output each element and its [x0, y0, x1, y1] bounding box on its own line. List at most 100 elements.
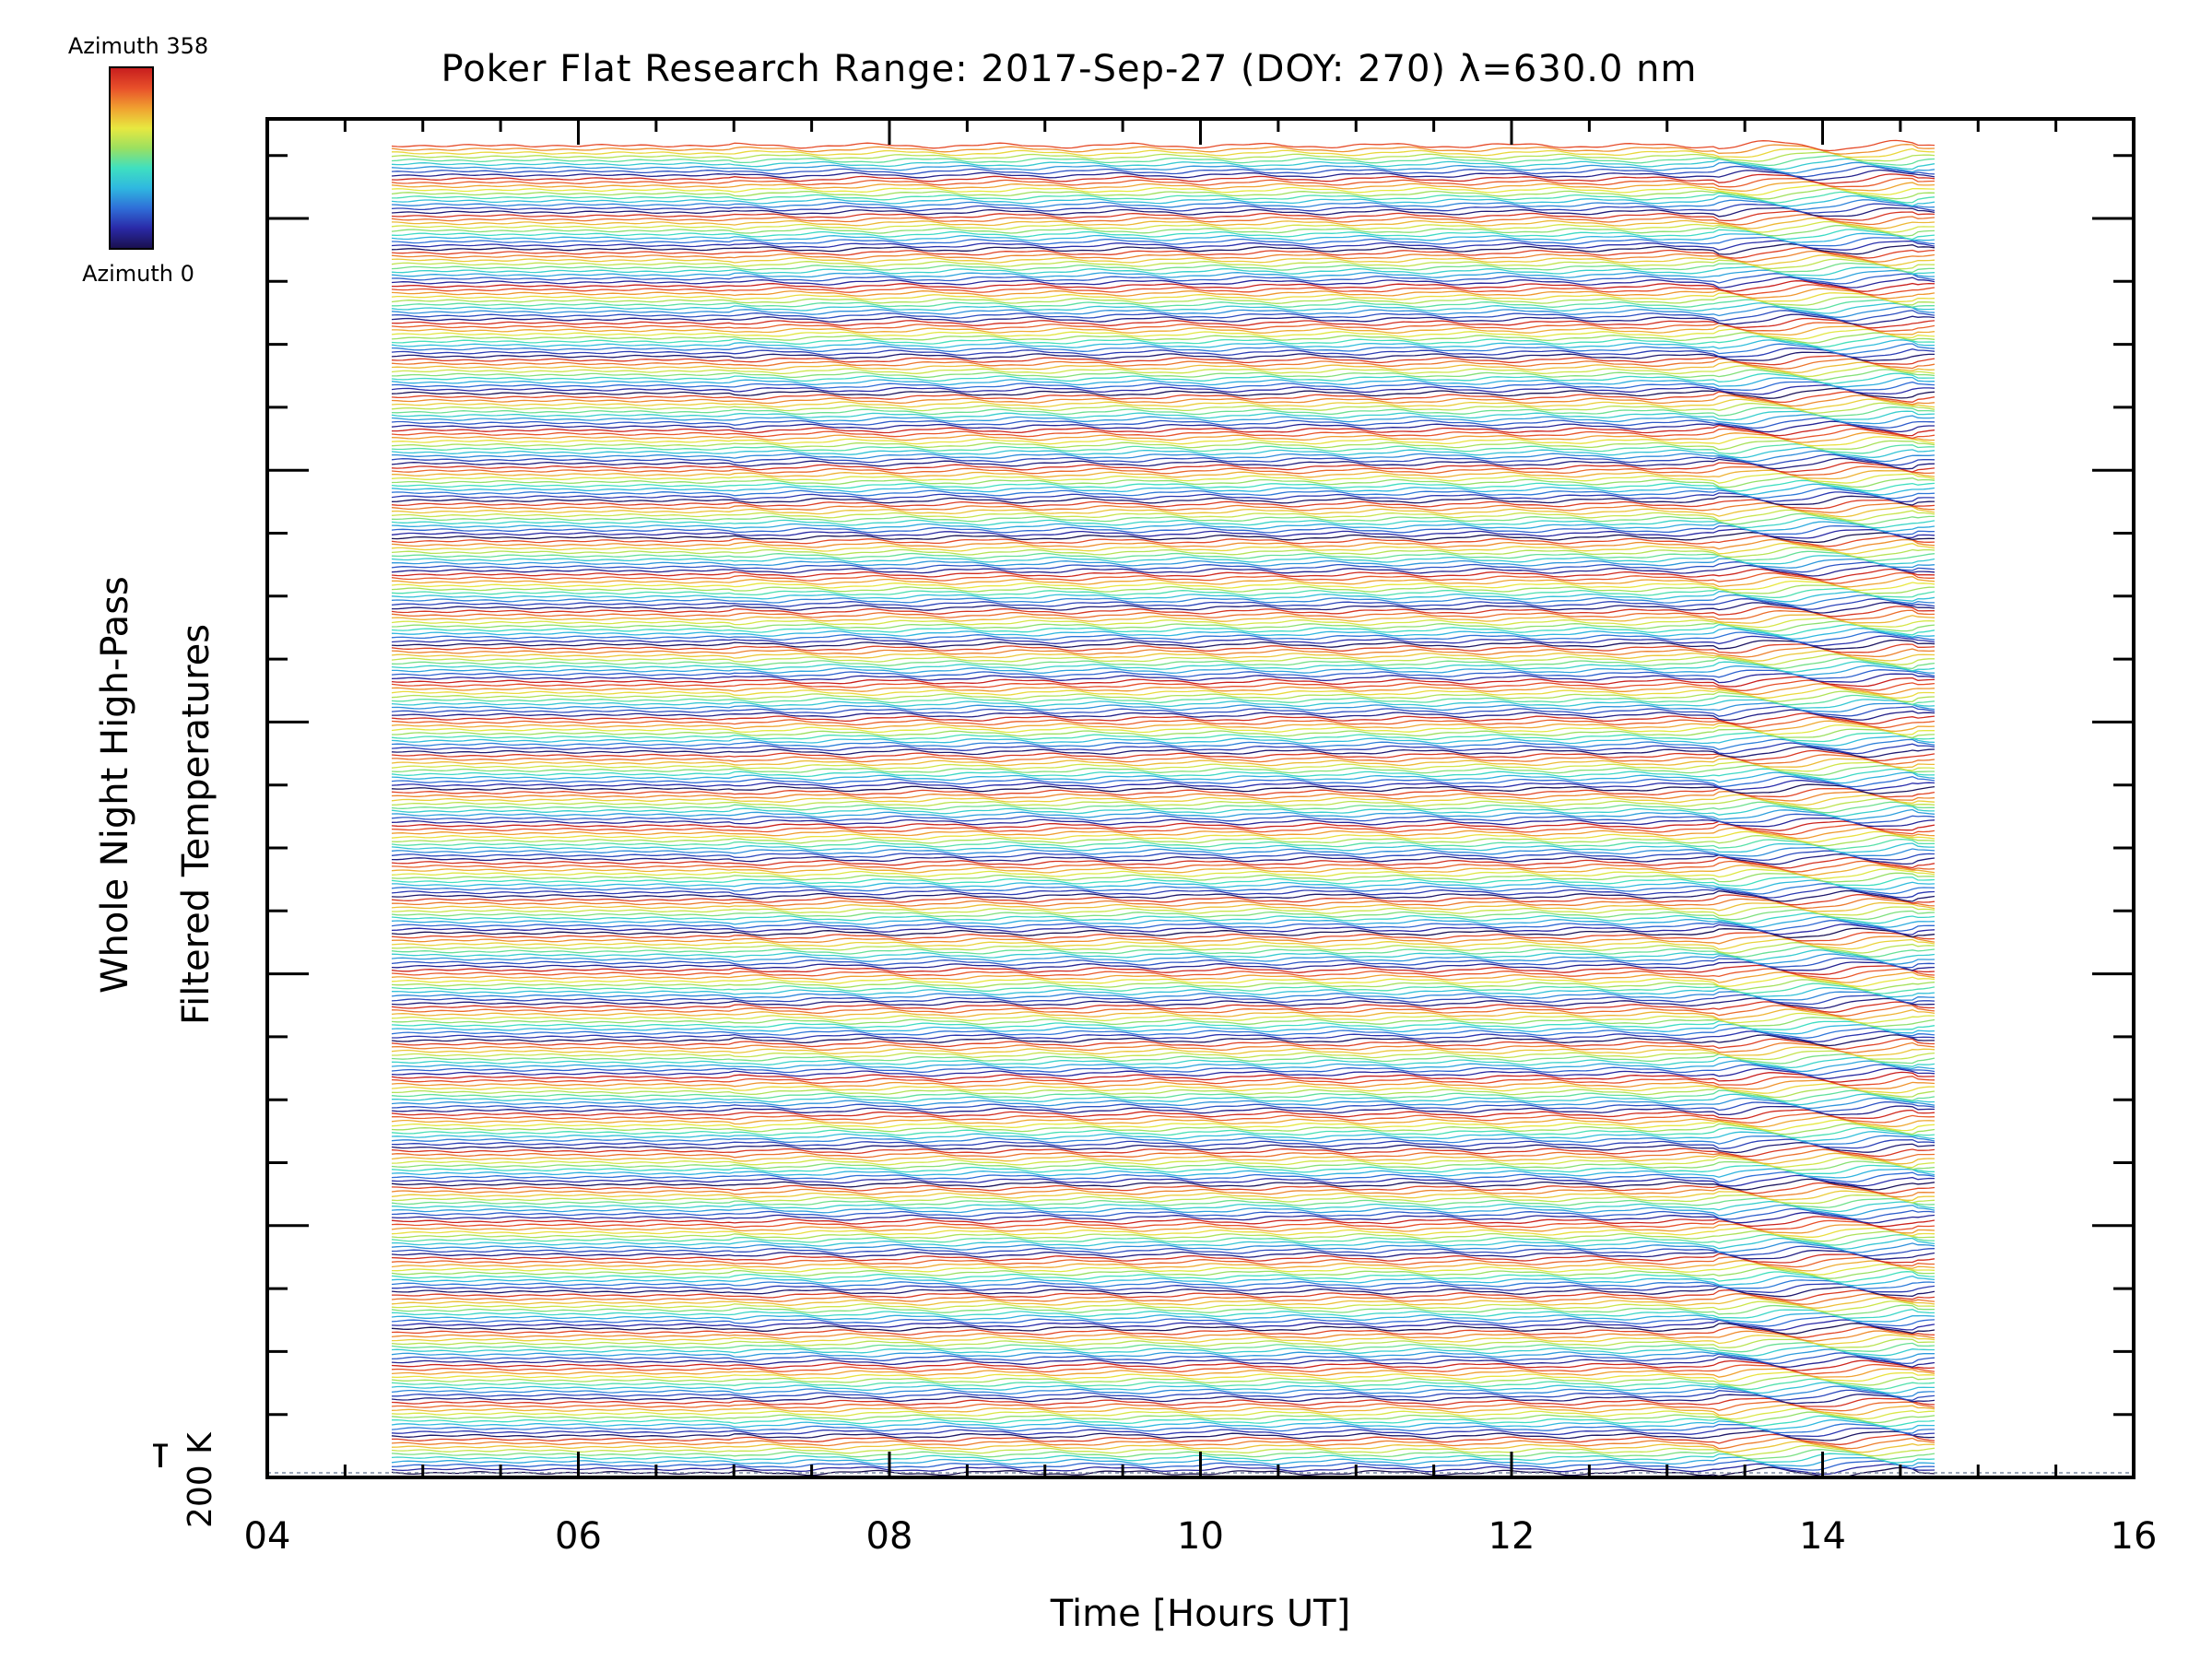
- azimuth-trace: [391, 964, 1936, 975]
- azimuth-trace: [391, 1260, 1936, 1272]
- azimuth-trace: [391, 620, 1936, 632]
- azimuth-trace: [391, 391, 1936, 404]
- azimuth-trace: [391, 568, 1936, 581]
- azimuth-trace: [391, 650, 1936, 662]
- azimuth-trace: [391, 376, 1936, 388]
- azimuth-trace: [391, 258, 1936, 270]
- azimuth-trace: [392, 905, 1936, 916]
- azimuth-trace: [391, 746, 1936, 759]
- azimuth-trace: [391, 224, 1936, 237]
- azimuth-trace: [391, 1401, 1936, 1412]
- azimuth-trace: [391, 505, 1936, 518]
- azimuth-trace: [392, 1030, 1936, 1043]
- azimuth-trace: [391, 1263, 1936, 1276]
- azimuth-trace: [391, 971, 1936, 983]
- azimuth-trace: [392, 280, 1936, 292]
- azimuth-trace: [391, 1418, 1935, 1431]
- azimuth-trace: [391, 838, 1936, 851]
- azimuth-trace: [391, 457, 1936, 470]
- azimuth-trace: [391, 794, 1936, 806]
- colorbar-min-label: Azimuth 0: [82, 261, 194, 287]
- azimuth-trace: [391, 521, 1936, 533]
- azimuth-trace: [391, 994, 1936, 1006]
- x-axis-label: Time [Hours UT]: [1050, 1593, 1351, 1635]
- azimuth-trace: [391, 292, 1936, 302]
- azimuth-trace: [391, 306, 1936, 318]
- azimuth-trace: [391, 580, 1936, 592]
- azimuth-trace: [391, 1105, 1936, 1116]
- azimuth-trace: [391, 1142, 1936, 1154]
- azimuth-trace: [391, 991, 1936, 1001]
- azimuth-trace: [391, 801, 1935, 814]
- azimuth-trace: [391, 1368, 1936, 1378]
- azimuth-trace: [391, 868, 1936, 880]
- azimuth-trace: [391, 1352, 1936, 1365]
- azimuth-trace: [391, 1227, 1936, 1238]
- azimuth-trace: [391, 631, 1936, 643]
- azimuth-trace: [391, 1053, 1936, 1065]
- azimuth-trace: [391, 961, 1936, 971]
- azimuth-trace: [391, 384, 1936, 395]
- azimuth-trace: [391, 1174, 1936, 1187]
- azimuth-trace: [391, 758, 1935, 769]
- azimuth-trace: [391, 542, 1936, 555]
- azimuth-trace: [391, 818, 1936, 828]
- x-tick-label: 10: [1177, 1515, 1224, 1558]
- azimuth-trace: [391, 528, 1936, 539]
- azimuth-trace: [391, 764, 1935, 776]
- azimuth-trace: [391, 1064, 1936, 1077]
- azimuth-trace: [391, 465, 1936, 477]
- azimuth-trace: [391, 372, 1935, 384]
- azimuth-trace: [391, 1152, 1936, 1165]
- azimuth-trace: [391, 538, 1936, 551]
- azimuth-trace: [391, 555, 1936, 565]
- azimuth-trace: [391, 932, 1936, 942]
- azimuth-trace: [391, 1186, 1935, 1198]
- azimuth-trace: [391, 165, 1936, 178]
- azimuth-trace: [391, 420, 1935, 433]
- azimuth-trace: [391, 273, 1936, 285]
- azimuth-trace: [391, 184, 1936, 196]
- azimuth-trace: [391, 206, 1936, 218]
- azimuth-trace: [391, 487, 1936, 500]
- azimuth-trace: [391, 1023, 1936, 1035]
- azimuth-trace: [391, 679, 1936, 691]
- azimuth-trace: [391, 1211, 1936, 1224]
- azimuth-trace: [391, 347, 1936, 359]
- azimuth-trace: [391, 361, 1936, 374]
- azimuth-trace: [391, 720, 1936, 733]
- azimuth-trace: [392, 879, 1936, 891]
- azimuth-trace: [391, 1411, 1936, 1424]
- azimuth-trace: [391, 635, 1936, 647]
- azimuth-trace: [391, 1356, 1936, 1368]
- azimuth-trace: [391, 1297, 1936, 1309]
- azimuth-trace: [391, 901, 1936, 912]
- azimuth-trace: [391, 1201, 1936, 1213]
- azimuth-trace: [391, 358, 1936, 370]
- azimuth-trace: [391, 742, 1936, 755]
- azimuth-trace: [391, 909, 1936, 921]
- azimuth-trace: [391, 982, 1936, 994]
- azimuth-trace: [391, 1271, 1936, 1283]
- azimuth-trace: [391, 343, 1936, 355]
- azimuth-trace: [391, 155, 1936, 167]
- azimuth-trace: [391, 705, 1936, 717]
- azimuth-trace: [391, 1020, 1936, 1030]
- azimuth-trace: [391, 210, 1936, 222]
- azimuth-trace: [391, 673, 1936, 684]
- azimuth-trace: [392, 709, 1936, 722]
- azimuth-trace: [391, 313, 1936, 325]
- azimuth-trace: [391, 591, 1936, 603]
- azimuth-trace: [391, 975, 1936, 987]
- azimuth-trace: [391, 310, 1936, 322]
- azimuth-trace: [391, 1256, 1935, 1268]
- azimuth-trace: [391, 1067, 1936, 1080]
- azimuth-trace: [391, 1056, 1936, 1069]
- azimuth-trace: [391, 240, 1936, 251]
- azimuth-trace: [391, 381, 1936, 391]
- azimuth-trace: [391, 550, 1936, 562]
- azimuth-trace: [391, 646, 1936, 658]
- azimuth-trace: [391, 690, 1936, 702]
- azimuth-trace: [391, 1371, 1936, 1382]
